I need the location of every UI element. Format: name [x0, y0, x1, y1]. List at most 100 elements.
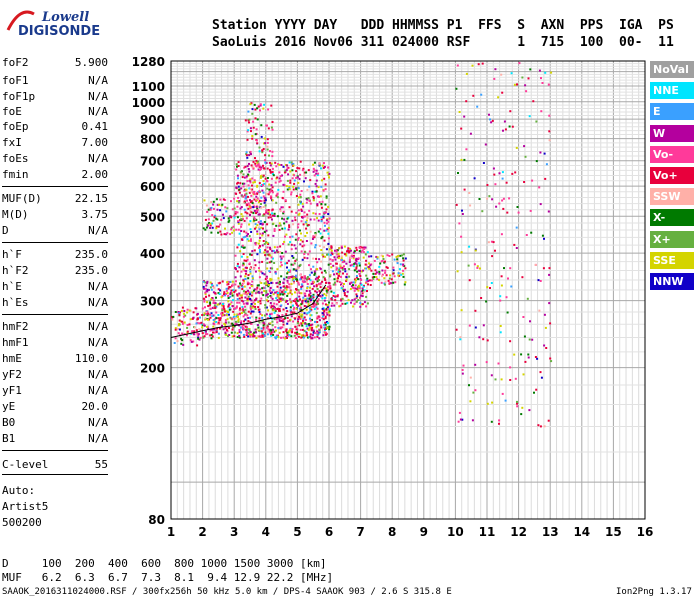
- echo-point: [246, 314, 249, 317]
- echo-point: [267, 212, 270, 215]
- echo-point: [248, 223, 251, 226]
- echo-point: [228, 303, 230, 306]
- x-tick-label: 4: [262, 525, 270, 539]
- echo-point: [490, 374, 493, 377]
- echo-point: [188, 309, 191, 312]
- echo-point: [241, 244, 244, 247]
- echo-point: [349, 282, 351, 285]
- echo-point: [357, 278, 360, 281]
- echo-point: [341, 261, 344, 264]
- echo-point: [361, 287, 364, 290]
- echo-point: [305, 201, 308, 204]
- echo-point: [327, 253, 330, 256]
- logo-arc-icon: [6, 10, 35, 31]
- echo-point: [258, 291, 261, 294]
- echo-point: [219, 209, 222, 212]
- echo-point: [220, 321, 223, 324]
- echo-point: [270, 104, 273, 107]
- param-value: 7.00: [81, 136, 109, 149]
- echo-point: [290, 335, 293, 338]
- echo-point: [251, 184, 253, 187]
- echo-point: [260, 226, 263, 229]
- echo-point: [315, 311, 318, 314]
- echo-point: [361, 249, 364, 252]
- echo-point: [543, 237, 545, 240]
- echo-point: [202, 323, 205, 326]
- echo-point: [286, 294, 289, 297]
- echo-point: [312, 167, 315, 170]
- echo-point: [293, 179, 296, 182]
- echo-point: [341, 268, 344, 271]
- echo-point: [267, 330, 270, 333]
- echo-point: [272, 249, 275, 252]
- echo-point: [271, 291, 274, 294]
- echo-point: [245, 293, 248, 296]
- echo-point: [179, 320, 182, 323]
- echo-point: [318, 331, 321, 334]
- echo-point: [228, 306, 231, 309]
- echo-point: [308, 185, 311, 188]
- echo-point: [303, 336, 305, 339]
- echo-point: [355, 246, 358, 249]
- echo-point: [186, 326, 189, 329]
- echo-point: [269, 170, 272, 173]
- echo-point: [260, 297, 263, 300]
- echo-point: [199, 336, 202, 339]
- echo-point: [277, 279, 280, 282]
- echo-point: [392, 272, 395, 275]
- echo-point: [516, 405, 519, 408]
- echo-point: [258, 165, 261, 168]
- echo-point: [501, 199, 504, 202]
- clevel-row: C-level 55: [2, 458, 108, 472]
- echo-point: [215, 331, 218, 334]
- echo-point: [299, 160, 302, 163]
- echo-point: [301, 324, 304, 327]
- echo-point: [250, 130, 252, 133]
- echo-point: [274, 271, 277, 274]
- echo-point: [500, 284, 503, 287]
- echo-point: [217, 288, 220, 291]
- echo-point: [245, 188, 248, 191]
- echo-point: [312, 170, 315, 173]
- echo-point: [266, 333, 269, 336]
- echo-point: [402, 263, 405, 266]
- param-value: N/A: [88, 320, 108, 333]
- echo-point: [326, 306, 329, 309]
- echo-point: [550, 360, 553, 363]
- echo-point: [357, 286, 359, 289]
- echo-point: [319, 228, 322, 231]
- echo-point: [251, 188, 253, 191]
- echo-point: [297, 318, 300, 321]
- echo-point: [324, 317, 327, 320]
- echo-point: [325, 307, 328, 310]
- echo-point: [358, 262, 361, 265]
- echo-point: [280, 317, 283, 320]
- echo-point: [271, 212, 274, 215]
- echo-point: [326, 327, 329, 330]
- echo-point: [503, 120, 506, 123]
- echo-point: [494, 183, 497, 186]
- echo-point: [256, 197, 259, 200]
- echo-point: [297, 223, 300, 226]
- echo-point: [268, 270, 271, 273]
- echo-point: [323, 326, 326, 329]
- echo-point: [249, 178, 252, 181]
- echo-point: [245, 153, 248, 155]
- echo-point: [541, 82, 544, 84]
- echo-point: [306, 276, 309, 278]
- echo-point: [509, 110, 512, 113]
- echo-point: [536, 357, 539, 360]
- echo-point: [312, 297, 314, 300]
- echo-point: [269, 188, 272, 191]
- echo-point: [282, 308, 285, 311]
- echo-point: [236, 313, 239, 316]
- echo-point: [238, 188, 241, 191]
- echo-point: [459, 418, 462, 421]
- echo-point: [486, 286, 489, 289]
- echo-point: [544, 326, 547, 329]
- echo-point: [291, 331, 294, 334]
- echo-point: [216, 284, 219, 287]
- echo-point: [196, 312, 199, 315]
- param-name: D: [2, 224, 9, 237]
- echo-point: [230, 228, 233, 231]
